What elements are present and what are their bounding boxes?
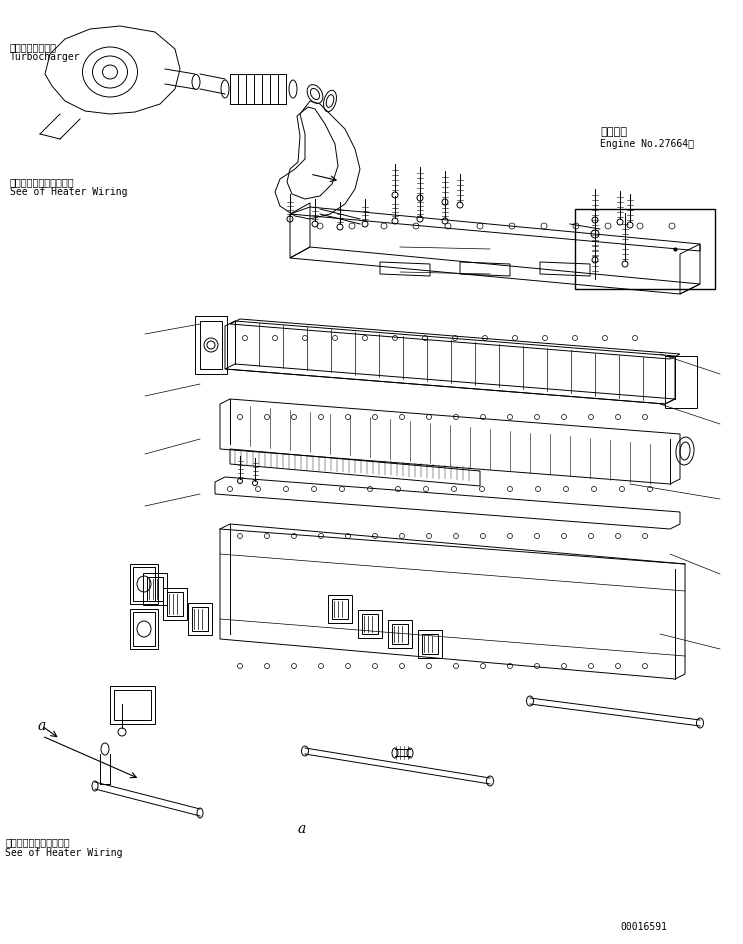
Bar (195, 316, 227, 375)
Text: a: a (38, 718, 46, 733)
Bar (358, 611, 382, 638)
Text: ヒータワイヤリング参照: ヒータワイヤリング参照 (10, 177, 74, 187)
Text: Engine No.27664〜: Engine No.27664〜 (600, 139, 694, 149)
Bar (133, 613, 155, 647)
Text: Turbocharger: Turbocharger (10, 52, 80, 62)
Bar (110, 686, 155, 724)
Bar (147, 578, 163, 601)
Bar (418, 631, 442, 658)
Text: ターボチャージャ: ターボチャージャ (10, 42, 57, 52)
Bar (167, 593, 183, 616)
Bar (575, 210, 715, 290)
Bar (388, 620, 412, 649)
Bar (422, 634, 438, 654)
Bar (188, 603, 212, 635)
Bar (133, 567, 155, 601)
Bar (200, 322, 222, 370)
Bar (332, 599, 348, 619)
Bar (665, 357, 697, 409)
Text: 00016591: 00016591 (620, 921, 667, 931)
Bar (192, 607, 208, 632)
Text: ヒータワイヤリング参照: ヒータワイヤリング参照 (5, 836, 70, 846)
Text: 適用号機: 適用号機 (600, 126, 627, 137)
Bar (392, 624, 408, 645)
Bar (114, 690, 151, 720)
Text: a: a (298, 821, 306, 835)
Bar (143, 573, 167, 605)
Text: See of Heater Wiring: See of Heater Wiring (10, 187, 128, 196)
Text: See of Heater Wiring: See of Heater Wiring (5, 847, 123, 857)
Bar (163, 588, 187, 620)
Bar (362, 615, 378, 634)
Bar (328, 596, 352, 623)
